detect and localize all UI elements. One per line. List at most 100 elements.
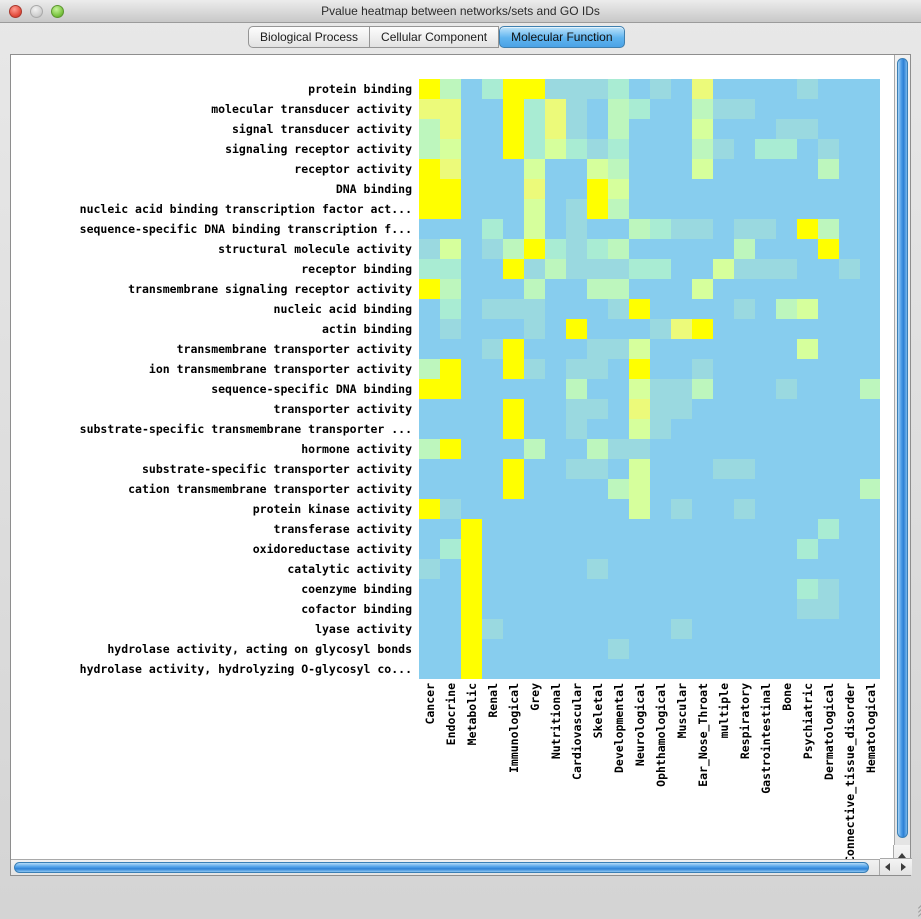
heatmap-cell[interactable] — [713, 279, 734, 299]
heatmap-cell[interactable] — [776, 399, 797, 419]
heatmap-cell[interactable] — [671, 459, 692, 479]
heatmap-cell[interactable] — [503, 359, 524, 379]
heatmap-cell[interactable] — [566, 299, 587, 319]
heatmap-cell[interactable] — [482, 479, 503, 499]
heatmap-cell[interactable] — [671, 579, 692, 599]
heatmap-cell[interactable] — [503, 99, 524, 119]
heatmap-cell[interactable] — [860, 579, 880, 599]
heatmap-cell[interactable] — [713, 379, 734, 399]
tab-cellular-component[interactable]: Cellular Component — [370, 26, 500, 48]
heatmap-cell[interactable] — [629, 599, 650, 619]
heatmap-cell[interactable] — [755, 419, 776, 439]
heatmap-cell[interactable] — [461, 539, 482, 559]
heatmap-cell[interactable] — [755, 599, 776, 619]
heatmap-cell[interactable] — [629, 319, 650, 339]
heatmap-cell[interactable] — [524, 199, 545, 219]
heatmap-cell[interactable] — [860, 479, 880, 499]
horizontal-scrollbar[interactable] — [11, 859, 880, 875]
heatmap-cell[interactable] — [608, 579, 629, 599]
heatmap-cell[interactable] — [608, 619, 629, 639]
heatmap-cell[interactable] — [692, 499, 713, 519]
heatmap-cell[interactable] — [776, 579, 797, 599]
heatmap-cell[interactable] — [545, 319, 566, 339]
heatmap-cell[interactable] — [629, 439, 650, 459]
heatmap-cell[interactable] — [797, 339, 818, 359]
heatmap-cell[interactable] — [650, 79, 671, 99]
vertical-scrollbar[interactable] — [894, 55, 910, 845]
heatmap-cell[interactable] — [818, 139, 839, 159]
heatmap-cell[interactable] — [671, 219, 692, 239]
heatmap-cell[interactable] — [860, 599, 880, 619]
heatmap-cell[interactable] — [545, 619, 566, 639]
heatmap-cell[interactable] — [503, 439, 524, 459]
heatmap-cell[interactable] — [524, 339, 545, 359]
heatmap-cell[interactable] — [797, 119, 818, 139]
heatmap-cell[interactable] — [692, 619, 713, 639]
heatmap-cell[interactable] — [419, 379, 440, 399]
heatmap-cell[interactable] — [860, 159, 880, 179]
heatmap-cell[interactable] — [524, 599, 545, 619]
heatmap-cell[interactable] — [650, 659, 671, 679]
heatmap-cell[interactable] — [587, 359, 608, 379]
heatmap-cell[interactable] — [482, 99, 503, 119]
heatmap-cell[interactable] — [482, 259, 503, 279]
heatmap-cell[interactable] — [839, 219, 860, 239]
heatmap-cell[interactable] — [671, 79, 692, 99]
heatmap-cell[interactable] — [734, 519, 755, 539]
heatmap-cell[interactable] — [419, 79, 440, 99]
heatmap-cell[interactable] — [818, 619, 839, 639]
heatmap-cell[interactable] — [545, 379, 566, 399]
heatmap-cell[interactable] — [860, 459, 880, 479]
heatmap-cell[interactable] — [818, 639, 839, 659]
heatmap-cell[interactable] — [692, 539, 713, 559]
heatmap-cell[interactable] — [566, 659, 587, 679]
heatmap-cell[interactable] — [419, 419, 440, 439]
heatmap-cell[interactable] — [461, 639, 482, 659]
heatmap-cell[interactable] — [629, 619, 650, 639]
heatmap-cell[interactable] — [734, 559, 755, 579]
heatmap-cell[interactable] — [524, 239, 545, 259]
heatmap-cell[interactable] — [503, 119, 524, 139]
heatmap-cell[interactable] — [419, 99, 440, 119]
heatmap-cell[interactable] — [776, 439, 797, 459]
heatmap-cell[interactable] — [713, 79, 734, 99]
heatmap-cell[interactable] — [629, 139, 650, 159]
heatmap-cell[interactable] — [755, 239, 776, 259]
heatmap-cell[interactable] — [629, 459, 650, 479]
heatmap-cell[interactable] — [503, 379, 524, 399]
heatmap-cell[interactable] — [440, 179, 461, 199]
heatmap-cell[interactable] — [608, 659, 629, 679]
heatmap-cell[interactable] — [839, 179, 860, 199]
close-button[interactable] — [9, 5, 22, 18]
heatmap-cell[interactable] — [755, 139, 776, 159]
heatmap-cell[interactable] — [587, 659, 608, 679]
heatmap-cell[interactable] — [671, 299, 692, 319]
heatmap-cell[interactable] — [818, 599, 839, 619]
heatmap-cell[interactable] — [818, 79, 839, 99]
heatmap-cell[interactable] — [860, 379, 880, 399]
heatmap-cell[interactable] — [713, 99, 734, 119]
heatmap-cell[interactable] — [587, 79, 608, 99]
heatmap-cell[interactable] — [839, 599, 860, 619]
heatmap-cell[interactable] — [755, 379, 776, 399]
heatmap-cell[interactable] — [692, 279, 713, 299]
heatmap-cell[interactable] — [608, 639, 629, 659]
heatmap-cell[interactable] — [692, 399, 713, 419]
heatmap-cell[interactable] — [734, 379, 755, 399]
heatmap-cell[interactable] — [755, 339, 776, 359]
heatmap-cell[interactable] — [860, 619, 880, 639]
vertical-scrollbar-thumb[interactable] — [897, 58, 908, 838]
heatmap-cell[interactable] — [587, 419, 608, 439]
heatmap-cell[interactable] — [608, 119, 629, 139]
heatmap-cell[interactable] — [587, 519, 608, 539]
heatmap-cell[interactable] — [839, 619, 860, 639]
heatmap-cell[interactable] — [545, 199, 566, 219]
heatmap-cell[interactable] — [818, 659, 839, 679]
heatmap-cell[interactable] — [734, 139, 755, 159]
heatmap-cell[interactable] — [713, 219, 734, 239]
heatmap-cell[interactable] — [503, 579, 524, 599]
heatmap-cell[interactable] — [440, 219, 461, 239]
scroll-right-icon[interactable] — [901, 863, 906, 871]
heatmap-cell[interactable] — [650, 619, 671, 639]
heatmap-cell[interactable] — [608, 139, 629, 159]
